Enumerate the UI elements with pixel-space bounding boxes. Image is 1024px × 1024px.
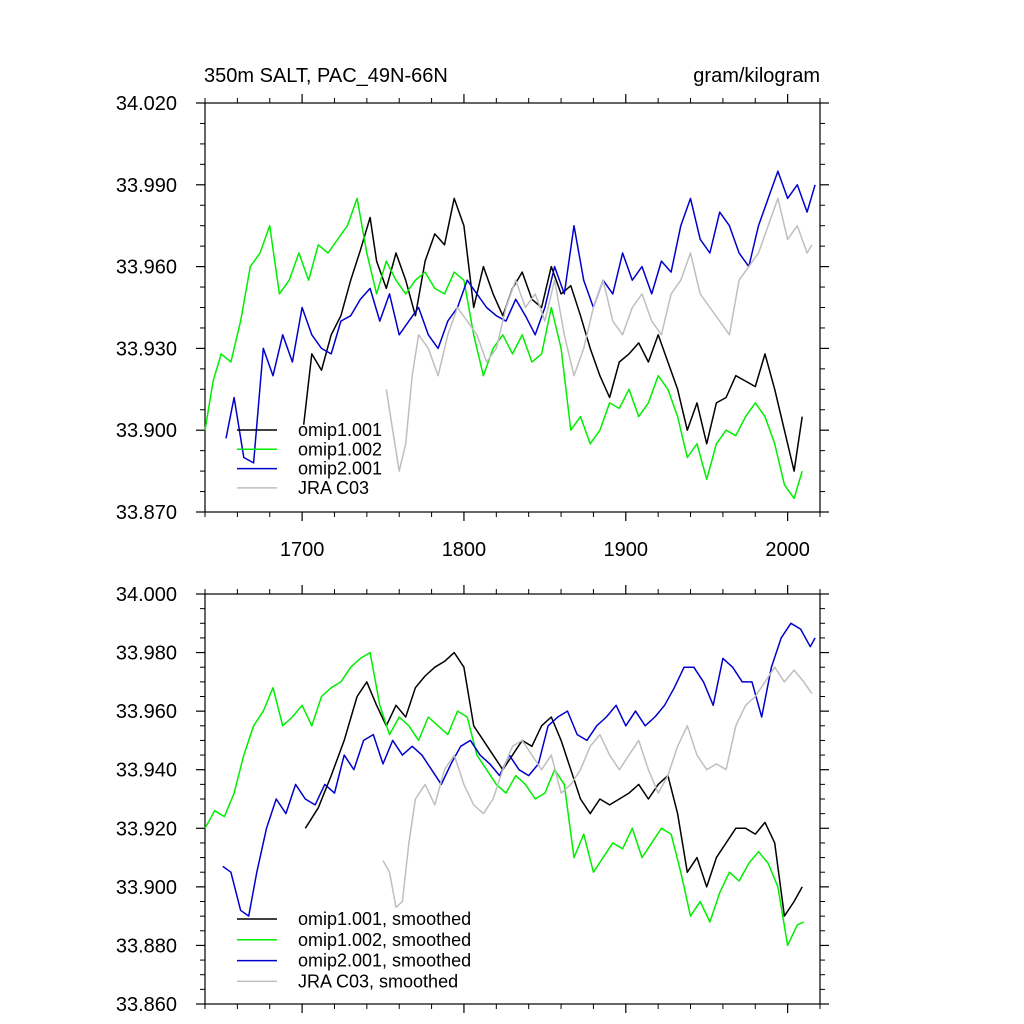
y-tick-label: 33.990 bbox=[116, 175, 177, 197]
y-tick-label: 33.900 bbox=[116, 877, 177, 899]
panel-top: 350m SALT, PAC_49N-66N gram/kilogram 33.… bbox=[116, 65, 829, 561]
y-tick-label: 33.940 bbox=[116, 760, 177, 782]
ticks-bottom: 33.860 33.880 33.900 33.920 33.940 33.960 33.9… bbox=[116, 584, 829, 1016]
chart-title: 350m SALT, PAC_49N-66N bbox=[204, 65, 448, 87]
x-tick-label: 1900 bbox=[604, 539, 649, 561]
y-tick-label: 33.980 bbox=[116, 643, 177, 665]
y-tick-label: 34.000 bbox=[116, 584, 177, 606]
series-line bbox=[225, 170, 816, 464]
legend-label: omip1.002 bbox=[298, 439, 382, 459]
y-tick-label: 33.860 bbox=[116, 994, 177, 1016]
y-tick-label: 33.960 bbox=[116, 701, 177, 723]
legend-label: omip2.001, smoothed bbox=[298, 951, 471, 971]
legend-label: omip1.002, smoothed bbox=[298, 930, 471, 950]
legend-label: omip1.001, smoothed bbox=[298, 909, 471, 929]
legend-label: JRA C03, smoothed bbox=[298, 971, 458, 991]
series-top bbox=[204, 170, 816, 500]
series-line bbox=[302, 197, 803, 472]
y-tick-label: 33.930 bbox=[116, 338, 177, 360]
y-tick-label: 33.900 bbox=[116, 420, 177, 442]
y-tick-label: 33.880 bbox=[116, 935, 177, 957]
series-bottom bbox=[204, 622, 816, 947]
y-tick-label: 34.020 bbox=[116, 93, 177, 115]
series-line bbox=[304, 651, 803, 917]
x-tick-label: 2000 bbox=[765, 539, 810, 561]
legend-label: JRA C03 bbox=[298, 478, 369, 498]
units-label: gram/kilogram bbox=[693, 65, 820, 87]
series-line bbox=[204, 651, 805, 947]
series-line bbox=[222, 622, 816, 917]
y-tick-label: 33.870 bbox=[116, 502, 177, 524]
y-tick-label: 33.920 bbox=[116, 818, 177, 840]
x-tick-label: 1700 bbox=[280, 539, 325, 561]
series-line bbox=[204, 197, 803, 500]
series-line bbox=[385, 197, 813, 472]
y-tick-label: 33.960 bbox=[116, 257, 177, 279]
series-line bbox=[382, 666, 813, 909]
legend-label: omip1.001 bbox=[298, 420, 382, 440]
panel-bottom: 33.860 33.880 33.900 33.920 33.940 33.960 33.9… bbox=[116, 584, 829, 1016]
legend-label: omip2.001 bbox=[298, 459, 382, 479]
ticks-top: 33.870 33.900 33.930 33.960 33.990 34.020 1700… bbox=[116, 93, 829, 561]
x-tick-label: 1800 bbox=[442, 539, 487, 561]
